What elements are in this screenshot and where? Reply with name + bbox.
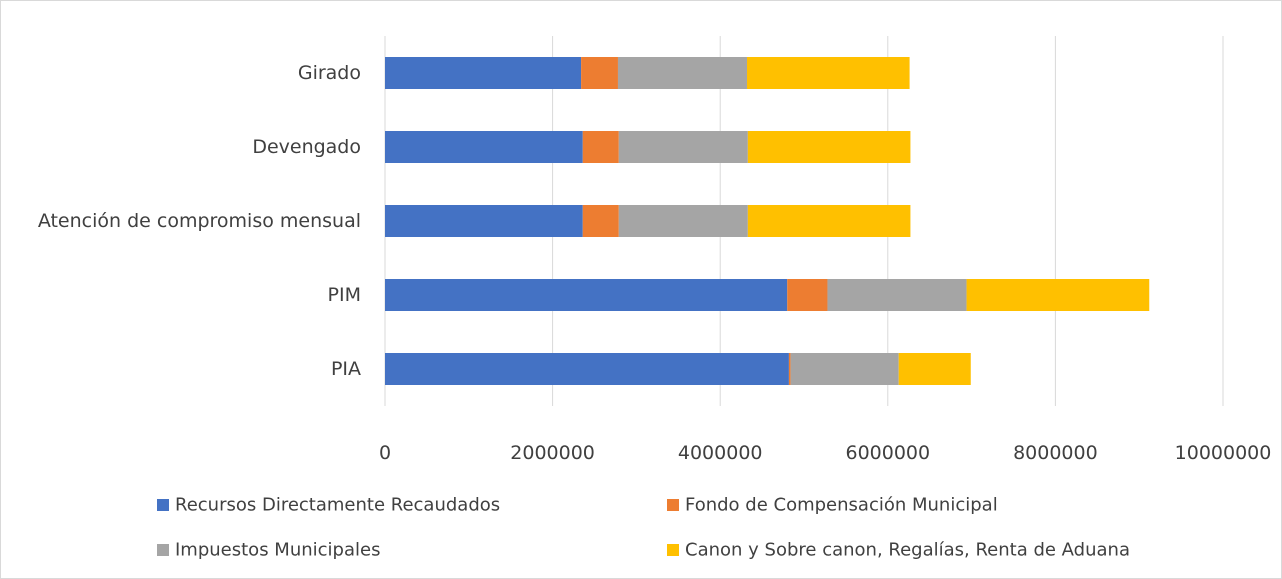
x-tick-label: 0 <box>379 442 391 464</box>
category-label: Devengado <box>252 136 361 158</box>
bar-segment <box>385 353 789 385</box>
bar-segment <box>385 131 583 163</box>
legend-swatch <box>157 499 169 511</box>
legend-label: Fondo de Compensación Municipal <box>685 495 998 516</box>
category-label: Atención de compromiso mensual <box>38 210 361 232</box>
bar-segment <box>788 353 791 385</box>
legend-swatch <box>157 544 169 556</box>
bar-segment <box>385 279 788 311</box>
bar-segment <box>618 131 748 163</box>
legend-label: Impuestos Municipales <box>175 540 380 561</box>
bar-segment <box>618 205 748 237</box>
x-tick-labels: 0 2000000 4000000 6000000 8000000 10000000 <box>379 442 1271 464</box>
x-tick-label: 8000000 <box>1013 442 1098 464</box>
legend-label: Recursos Directamente Recaudados <box>175 495 500 516</box>
category-label: PIM <box>328 284 361 306</box>
bar-segment <box>747 131 911 163</box>
legend-swatch <box>667 544 679 556</box>
bar-segment <box>827 279 967 311</box>
bar-segment <box>747 205 911 237</box>
x-tick-label: 4000000 <box>678 442 763 464</box>
bar-segment <box>617 57 748 89</box>
bar-segment <box>898 353 971 385</box>
bar-segment <box>582 205 619 237</box>
bar-segment <box>966 279 1150 311</box>
legend: Recursos Directamente Recaudados Fondo de… <box>157 495 1130 561</box>
bar-segment <box>787 279 828 311</box>
bar-segment <box>385 57 582 89</box>
bars <box>385 57 1150 385</box>
bar-segment <box>385 205 583 237</box>
category-label: Girado <box>298 62 361 84</box>
legend-swatch <box>667 499 679 511</box>
x-tick-label: 6000000 <box>845 442 930 464</box>
bar-segment <box>582 131 619 163</box>
x-tick-label: 2000000 <box>510 442 595 464</box>
bar-segment <box>790 353 899 385</box>
category-labels: PIA PIM Atención de compromiso mensual Deve… <box>38 62 361 380</box>
category-label: PIA <box>331 358 361 380</box>
bar-segment <box>747 57 910 89</box>
legend-label: Canon y Sobre canon, Regalías, Renta de … <box>685 540 1130 561</box>
bar-segment <box>581 57 618 89</box>
x-tick-label: 10000000 <box>1175 442 1272 464</box>
